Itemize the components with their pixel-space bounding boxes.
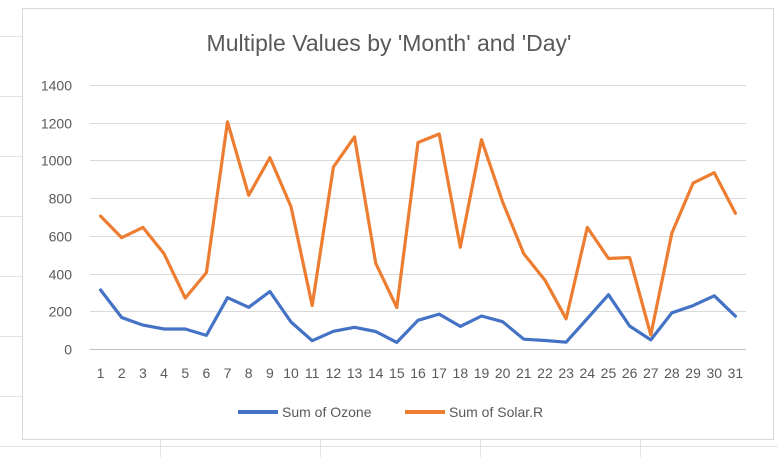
y-tick-label: 1200 [41,116,72,132]
legend-swatch [405,410,445,414]
x-tick-label: 27 [643,365,659,381]
x-tick-label: 26 [622,365,638,381]
x-tick-label: 18 [453,365,469,381]
x-tick-label: 25 [601,365,617,381]
series-line-ozone[interactable] [98,288,738,344]
x-tick-label: 16 [410,365,426,381]
x-tick-label: 22 [537,365,553,381]
x-tick-label: 1 [97,365,105,381]
x-tick-label: 31 [728,365,744,381]
y-tick-label: 800 [49,191,73,207]
y-tick-label: 1400 [41,78,72,94]
x-tick-label: 11 [305,365,320,381]
x-tick-label: 3 [139,365,147,381]
x-tick-label: 2 [118,365,126,381]
x-tick-label: 19 [474,365,490,381]
legend-label: Sum of Solar.R [449,404,544,420]
x-tick-label: 5 [181,365,189,381]
chart-area[interactable] [22,8,774,440]
x-tick-label: 28 [664,365,680,381]
x-tick-label: 14 [368,365,384,381]
y-tick-label: 200 [49,304,73,320]
x-tick-label: 17 [431,365,447,381]
x-tick-label: 12 [326,365,342,381]
y-tick-label: 600 [49,229,73,245]
x-tick-label: 9 [266,365,274,381]
x-tick-label: 21 [516,365,532,381]
series-line-solar-r[interactable] [98,120,738,337]
x-tick-label: 6 [202,365,210,381]
x-tick-label: 30 [706,365,722,381]
x-tick-label: 29 [685,365,701,381]
x-tick-label: 15 [389,365,405,381]
x-tick-label: 13 [347,365,363,381]
legend[interactable]: Sum of Ozone Sum of Solar.R [0,402,778,422]
x-tick-label: 4 [160,365,168,381]
legend-swatch [238,410,278,414]
y-tick-label: 1000 [41,153,72,169]
x-tick-label: 20 [495,365,511,381]
chart-title: Multiple Values by 'Month' and 'Day' [206,30,572,56]
x-tick-label: 10 [283,365,299,381]
y-tick-label: 0 [64,342,72,358]
x-tick-label: 23 [558,365,574,381]
y-tick-label: 400 [49,267,73,283]
legend-item-solar-r[interactable]: Sum of Solar.R [405,402,543,422]
legend-item-ozone[interactable]: Sum of Ozone [238,402,372,422]
legend-label: Sum of Ozone [282,404,372,420]
x-tick-label: 8 [245,365,253,381]
x-tick-label: 7 [224,365,232,381]
x-tick-label: 24 [580,365,596,381]
